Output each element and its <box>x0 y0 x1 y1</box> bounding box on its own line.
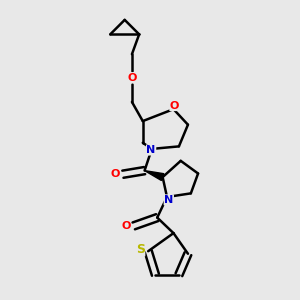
Text: O: O <box>110 169 120 179</box>
Text: O: O <box>121 221 130 231</box>
Text: N: N <box>146 145 156 155</box>
Text: O: O <box>170 100 179 110</box>
Text: S: S <box>136 243 145 256</box>
Text: N: N <box>164 195 173 205</box>
Polygon shape <box>145 171 164 181</box>
Text: O: O <box>127 73 136 83</box>
